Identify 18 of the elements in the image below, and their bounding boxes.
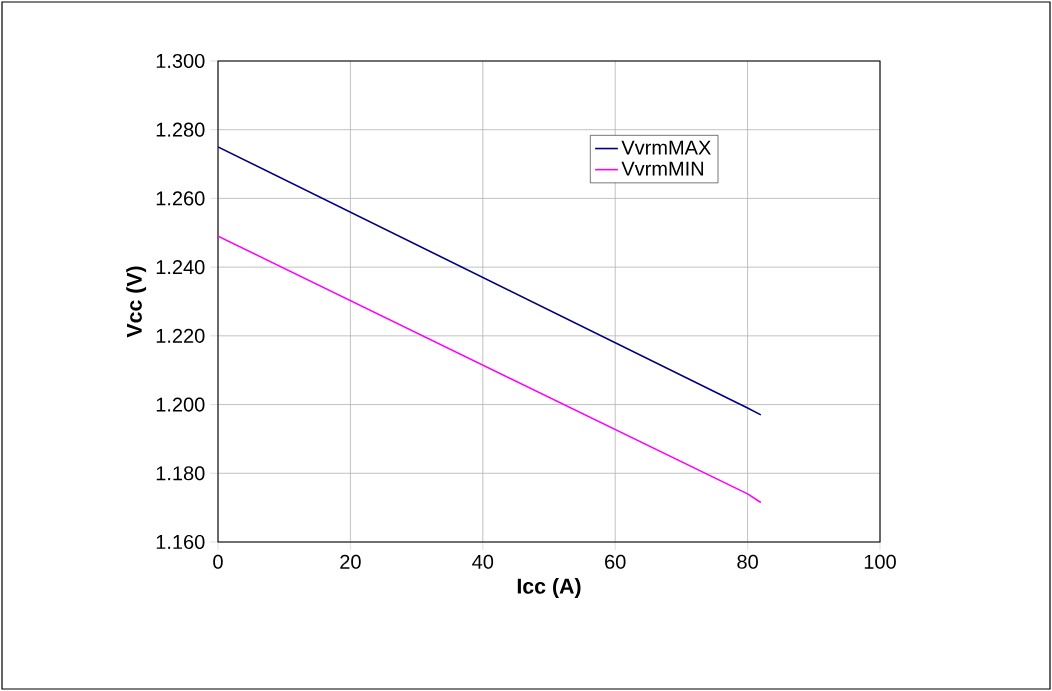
x-tick-label: 20 bbox=[340, 554, 361, 569]
y-tick-label: 1.180 bbox=[156, 466, 205, 481]
y-tick-label: 1.300 bbox=[156, 53, 205, 69]
y-tick-label: 1.160 bbox=[156, 534, 205, 550]
x-tick-label: 80 bbox=[737, 554, 758, 569]
x-axis-title: Icc (A) bbox=[517, 578, 581, 598]
x-tick-label: 40 bbox=[472, 554, 494, 569]
y-tick-label: 1.240 bbox=[156, 260, 205, 275]
y-tick-label: 1.280 bbox=[156, 122, 205, 137]
y-axis-title: Vcc (V) bbox=[126, 266, 147, 338]
y-tick-label: 1.260 bbox=[156, 191, 205, 206]
x-tick-label: 100 bbox=[864, 554, 896, 569]
x-tick-label: 0 bbox=[213, 554, 223, 569]
legend-label: VvrmMAX bbox=[621, 140, 711, 155]
y-tick-label: 1.200 bbox=[156, 397, 205, 412]
legend-label: VvrmMIN bbox=[621, 161, 704, 176]
y-tick-label: 1.220 bbox=[156, 328, 205, 343]
x-tick-label: 60 bbox=[605, 554, 626, 569]
